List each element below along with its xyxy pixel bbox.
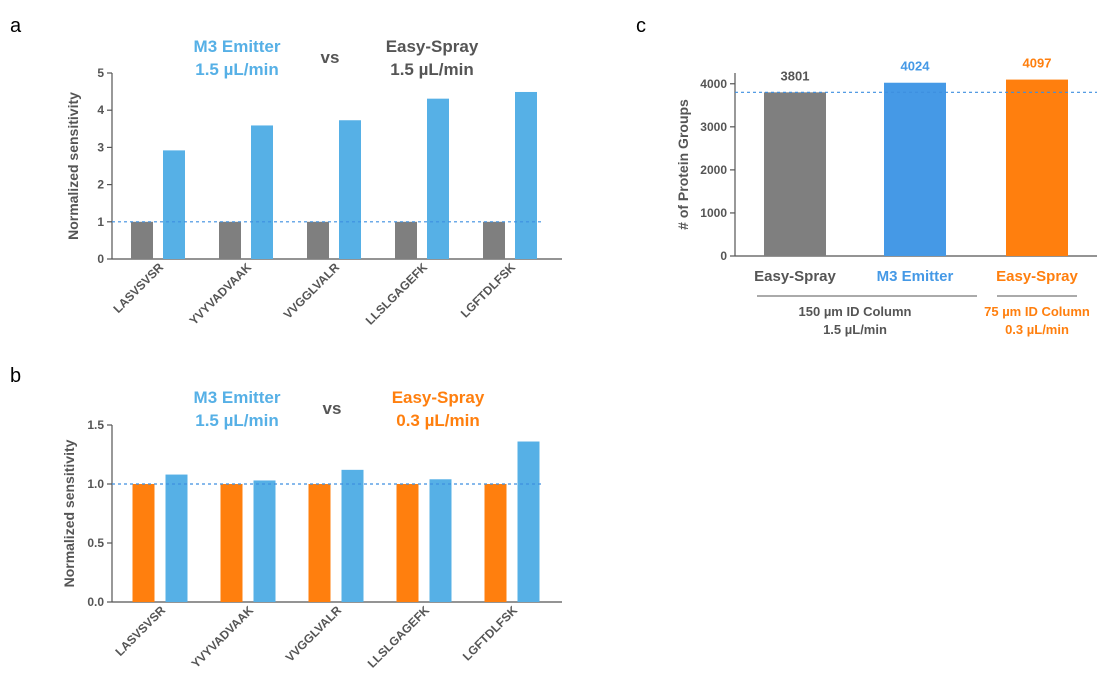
bar [163, 150, 185, 259]
data-label: 4097 [1023, 56, 1052, 71]
panel-a-title: M3 Emitter 1.5 µL/min vs Easy-Spray 1.5 … [194, 37, 479, 79]
x-tick-label: LGFTDLFSK [460, 603, 521, 664]
bar [484, 484, 507, 602]
y-axis-title: # of Protein Groups [675, 99, 691, 230]
bar [396, 484, 419, 602]
y-axis-title: Normalized sensitivity [61, 439, 77, 587]
y-tick-label: 0.0 [87, 595, 104, 609]
panel-letter-b: b [10, 365, 21, 387]
chart-b: 0.0 0.5 1.0 1.5 Normalized sensitivity LASVSV… [61, 418, 562, 671]
y-tick-label: 1.0 [87, 477, 104, 491]
panel-letter-c: c [636, 15, 646, 37]
x-tick-label: LASVSVSR [112, 603, 168, 659]
bar [132, 484, 155, 602]
y-axis-title: Normalized sensitivity [65, 92, 81, 240]
bar [251, 125, 273, 260]
bar [219, 221, 241, 259]
panel-b-title-left-line1: M3 Emitter [194, 388, 281, 407]
bar [253, 480, 276, 602]
panel-a-title-right-line2: 1.5 µL/min [390, 60, 473, 79]
y-tick-label: 4 [97, 103, 104, 117]
y-tick-label: 5 [97, 66, 104, 80]
bar [308, 484, 331, 602]
y-tick-label: 1.5 [87, 418, 104, 432]
data-label: 3801 [781, 68, 810, 83]
data-label: 4024 [901, 59, 931, 74]
x-tick-label: LASVSVSR [110, 260, 166, 316]
bar [515, 91, 537, 259]
y-tick-label: 1 [97, 215, 104, 229]
panel-b-title-right-line1: Easy-Spray [392, 388, 485, 407]
x-tick-label: YVYVADVAAK [187, 260, 255, 328]
bar [131, 221, 153, 259]
x-tick-label: YVYVADVAAK [189, 603, 257, 671]
panel-b-title: M3 Emitter 1.5 µL/min vs Easy-Spray 0.3 … [194, 388, 485, 430]
bar [220, 484, 243, 602]
panel-c-group-label-2: M3 Emitter [877, 268, 954, 285]
bar [427, 98, 449, 259]
bar [517, 441, 540, 602]
panel-c-sub-right-line1: 75 µm ID Column [984, 304, 1090, 319]
bar [483, 221, 505, 259]
y-tick-label: 3 [97, 140, 104, 154]
x-tick-label: LLSLGAGEFK [365, 603, 433, 671]
y-tick-label: 0 [97, 252, 104, 266]
panel-c-sub-left-line1: 150 µm ID Column [799, 304, 912, 319]
panel-letter-a: a [10, 15, 22, 37]
y-tick-label: 3000 [700, 120, 727, 134]
panel-a-title-left-line2: 1.5 µL/min [195, 60, 278, 79]
panel-c-sub-left-line2: 1.5 µL/min [823, 322, 887, 337]
panel-a-vs: vs [321, 48, 340, 67]
y-tick-label: 2000 [700, 163, 727, 177]
y-tick-label: 0 [720, 249, 727, 263]
bar [165, 474, 188, 602]
bar [429, 479, 452, 602]
bar [1006, 79, 1068, 256]
chart-a: 0 1 2 3 4 5 Normalized sensitivity LASVSVSR YVYV… [65, 66, 562, 328]
bar [884, 82, 946, 256]
bar [764, 92, 826, 257]
bar [395, 221, 417, 259]
y-tick-label: 0.5 [87, 536, 104, 550]
y-tick-label: 4000 [700, 77, 727, 91]
panel-c-group-label-1: Easy-Spray [754, 268, 836, 285]
panel-b-title-right-line2: 0.3 µL/min [396, 411, 479, 430]
bar [339, 120, 361, 259]
panel-b-vs: vs [323, 399, 342, 418]
panel-c-group-label-3: Easy-Spray [996, 268, 1078, 285]
y-tick-label: 1000 [700, 206, 727, 220]
bar [341, 469, 364, 602]
x-tick-label: LGFTDLFSK [458, 260, 519, 321]
panel-a-title-left-line1: M3 Emitter [194, 37, 281, 56]
chart-c: 0 1000 2000 3000 4000 # of Protein Groups 3801… [675, 56, 1097, 263]
x-tick-label: VVGGLVALR [281, 260, 343, 322]
panel-c-group-labels: Easy-Spray M3 Emitter Easy-Spray 150 µm … [754, 268, 1090, 337]
panel-a-title-right-line1: Easy-Spray [386, 37, 479, 56]
panel-c-sub-right-line2: 0.3 µL/min [1005, 322, 1069, 337]
x-tick-label: LLSLGAGEFK [363, 260, 431, 328]
x-tick-label: VVGGLVALR [283, 603, 345, 665]
y-tick-label: 2 [97, 178, 104, 192]
panel-b-title-left-line2: 1.5 µL/min [195, 411, 278, 430]
bar [307, 221, 329, 259]
